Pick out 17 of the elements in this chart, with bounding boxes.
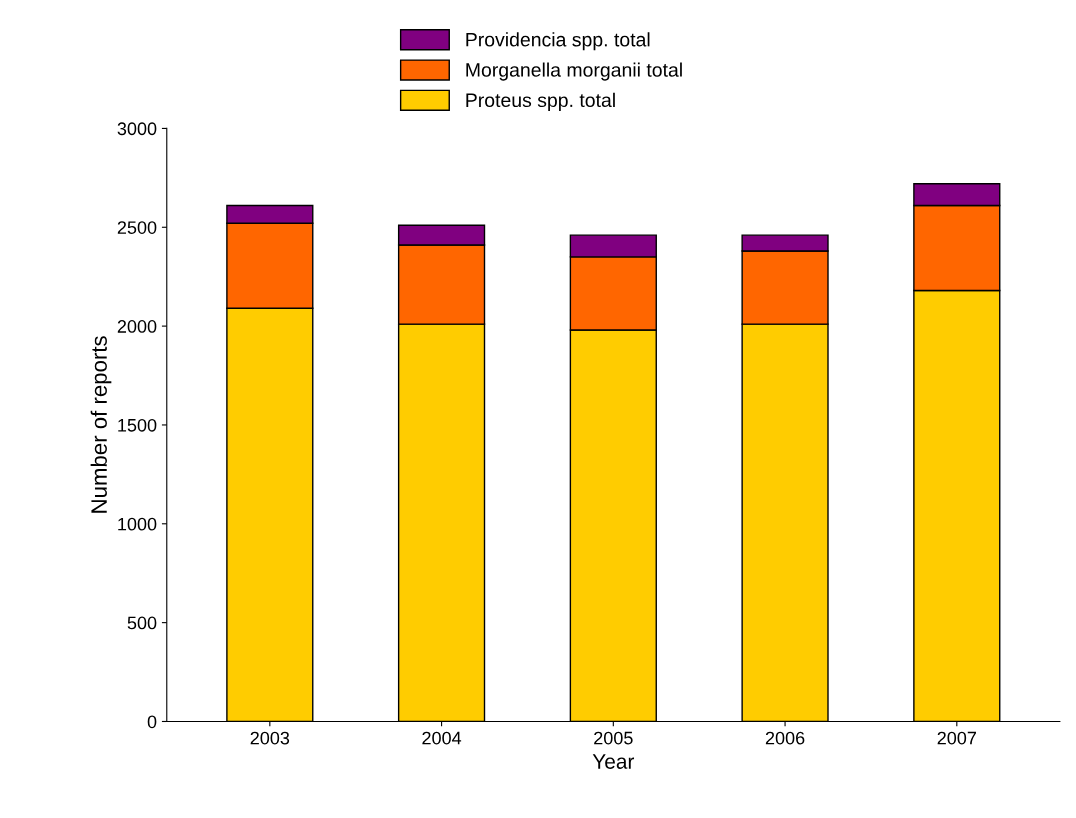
x-tick-label: 2007 (937, 731, 976, 745)
x-tick-label: 2003 (250, 731, 290, 745)
y-tick-label: 0 (147, 715, 157, 729)
y-axis-title: Number of reports (90, 336, 112, 513)
y-tick-label: 1500 (118, 418, 157, 432)
y-tick-label: 3000 (117, 122, 157, 136)
x-tick-label: 2004 (422, 731, 462, 745)
y-tick-label: 500 (127, 616, 157, 630)
y-tick-label: 2500 (117, 221, 157, 234)
y-tick-label: 2000 (117, 320, 157, 333)
legend-label: Morganella morganii total (466, 62, 682, 81)
legend-label: Providencia spp. total (466, 32, 650, 51)
legend-label: Proteus spp. total (466, 92, 615, 111)
x-axis-title: Year (592, 754, 635, 769)
y-tick-label: 1000 (118, 517, 157, 531)
x-tick-label: 2006 (765, 731, 805, 745)
x-tick-label: 2005 (594, 731, 633, 745)
